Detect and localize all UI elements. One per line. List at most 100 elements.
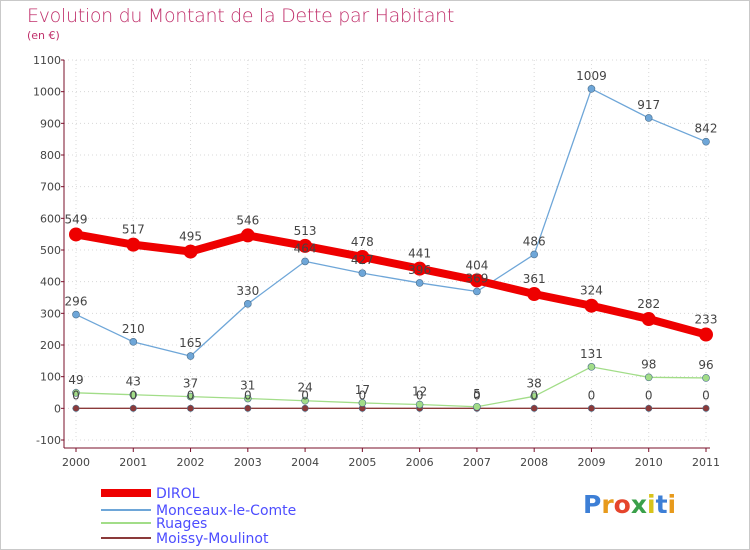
y-tick-label: 900 — [40, 117, 61, 130]
data-label: 0 — [129, 388, 137, 402]
data-point — [129, 338, 138, 346]
proxiti-logo: Proxiti — [583, 490, 676, 519]
data-label: 549 — [65, 212, 88, 226]
y-tick-label: 400 — [40, 276, 61, 289]
data-point — [530, 392, 538, 401]
logo-letter: t — [655, 490, 668, 519]
y-tick-label: -100 — [36, 434, 61, 447]
logo-letter: i — [647, 490, 656, 519]
logo-letter: P — [583, 490, 602, 519]
y-tick-label: 800 — [40, 149, 61, 162]
series-dirol — [69, 227, 713, 342]
data-label: 441 — [408, 247, 431, 261]
data-label: 361 — [523, 272, 546, 286]
data-label: 0 — [301, 388, 309, 402]
data-label: 0 — [645, 388, 653, 402]
logo-letter: o — [613, 490, 631, 519]
data-label: 396 — [408, 263, 431, 277]
logo-letter: i — [667, 490, 677, 519]
data-point — [473, 402, 481, 411]
y-tick-label: 100 — [40, 371, 61, 384]
data-label: 404 — [465, 258, 488, 272]
data-label: 917 — [637, 98, 660, 112]
data-point — [129, 390, 138, 399]
x-tick-label: 2007 — [463, 456, 491, 469]
data-point — [301, 257, 309, 266]
data-label: 131 — [580, 347, 603, 361]
data-point — [530, 404, 538, 412]
logo-letter: r — [601, 490, 614, 519]
data-point — [527, 287, 542, 302]
data-point — [240, 228, 255, 243]
data-point — [415, 279, 424, 287]
data-point — [187, 404, 195, 412]
data-label: 0 — [416, 388, 424, 402]
data-label: 24 — [297, 381, 312, 395]
data-label: 0 — [473, 388, 481, 402]
data-point — [244, 394, 252, 403]
x-tick-label: 2003 — [234, 456, 262, 469]
data-point — [301, 396, 309, 405]
x-tick-label: 2009 — [577, 456, 605, 469]
series-line — [75, 366, 707, 408]
data-point — [702, 404, 710, 412]
legend-label: Ruages — [156, 516, 207, 532]
data-point — [358, 399, 367, 407]
data-label: 0 — [359, 388, 367, 402]
data-label: 98 — [641, 357, 656, 371]
data-point — [72, 389, 80, 397]
y-tick-label: 300 — [40, 307, 61, 320]
data-point — [412, 261, 427, 276]
data-point — [473, 287, 481, 296]
data-point — [587, 404, 595, 412]
data-point — [587, 363, 596, 371]
series-line — [75, 230, 708, 339]
data-label: 17 — [355, 383, 370, 397]
data-point — [702, 137, 710, 146]
data-point — [186, 392, 195, 401]
y-tick-label: 500 — [40, 244, 61, 257]
data-label: 38 — [527, 376, 542, 390]
data-label: 49 — [68, 373, 83, 387]
data-label: 210 — [122, 322, 145, 336]
data-label: 0 — [72, 388, 80, 402]
data-label: 546 — [236, 213, 259, 227]
data-label: 478 — [351, 235, 374, 249]
data-point — [358, 269, 367, 277]
data-point — [244, 404, 252, 412]
x-tick-label: 2001 — [119, 456, 147, 469]
y-tick-label: 0 — [54, 402, 61, 415]
data-point — [530, 250, 538, 259]
data-label: 0 — [588, 388, 596, 402]
y-tick-label: 600 — [40, 212, 61, 225]
legend: DIROLMonceaux-le-ComteRuagesMoissy-Mouli… — [101, 486, 296, 547]
data-label: 330 — [236, 284, 259, 298]
data-label: 12 — [412, 385, 427, 399]
x-tick-label: 2008 — [520, 456, 548, 469]
legend-label: DIROL — [156, 486, 200, 502]
data-label: 324 — [580, 284, 603, 298]
data-point — [641, 312, 656, 327]
data-point — [69, 227, 83, 242]
data-point — [301, 404, 309, 412]
data-point — [126, 237, 141, 252]
x-tick-label: 2006 — [406, 456, 434, 469]
data-label: 427 — [351, 253, 374, 267]
y-tick-label: 1100 — [33, 54, 61, 67]
data-label: 486 — [523, 234, 546, 248]
data-point — [355, 249, 370, 264]
data-label: 464 — [294, 241, 317, 255]
series-line — [75, 88, 707, 357]
data-point — [183, 244, 198, 259]
data-point — [72, 310, 80, 319]
x-tick-label: 2010 — [635, 456, 663, 469]
data-label: 43 — [126, 375, 141, 389]
x-tick-label: 2004 — [291, 456, 319, 469]
data-point — [584, 298, 599, 313]
data-label: 165 — [179, 336, 202, 350]
data-point — [298, 238, 313, 253]
data-label: 31 — [240, 379, 255, 393]
x-tick-label: 2005 — [348, 456, 376, 469]
